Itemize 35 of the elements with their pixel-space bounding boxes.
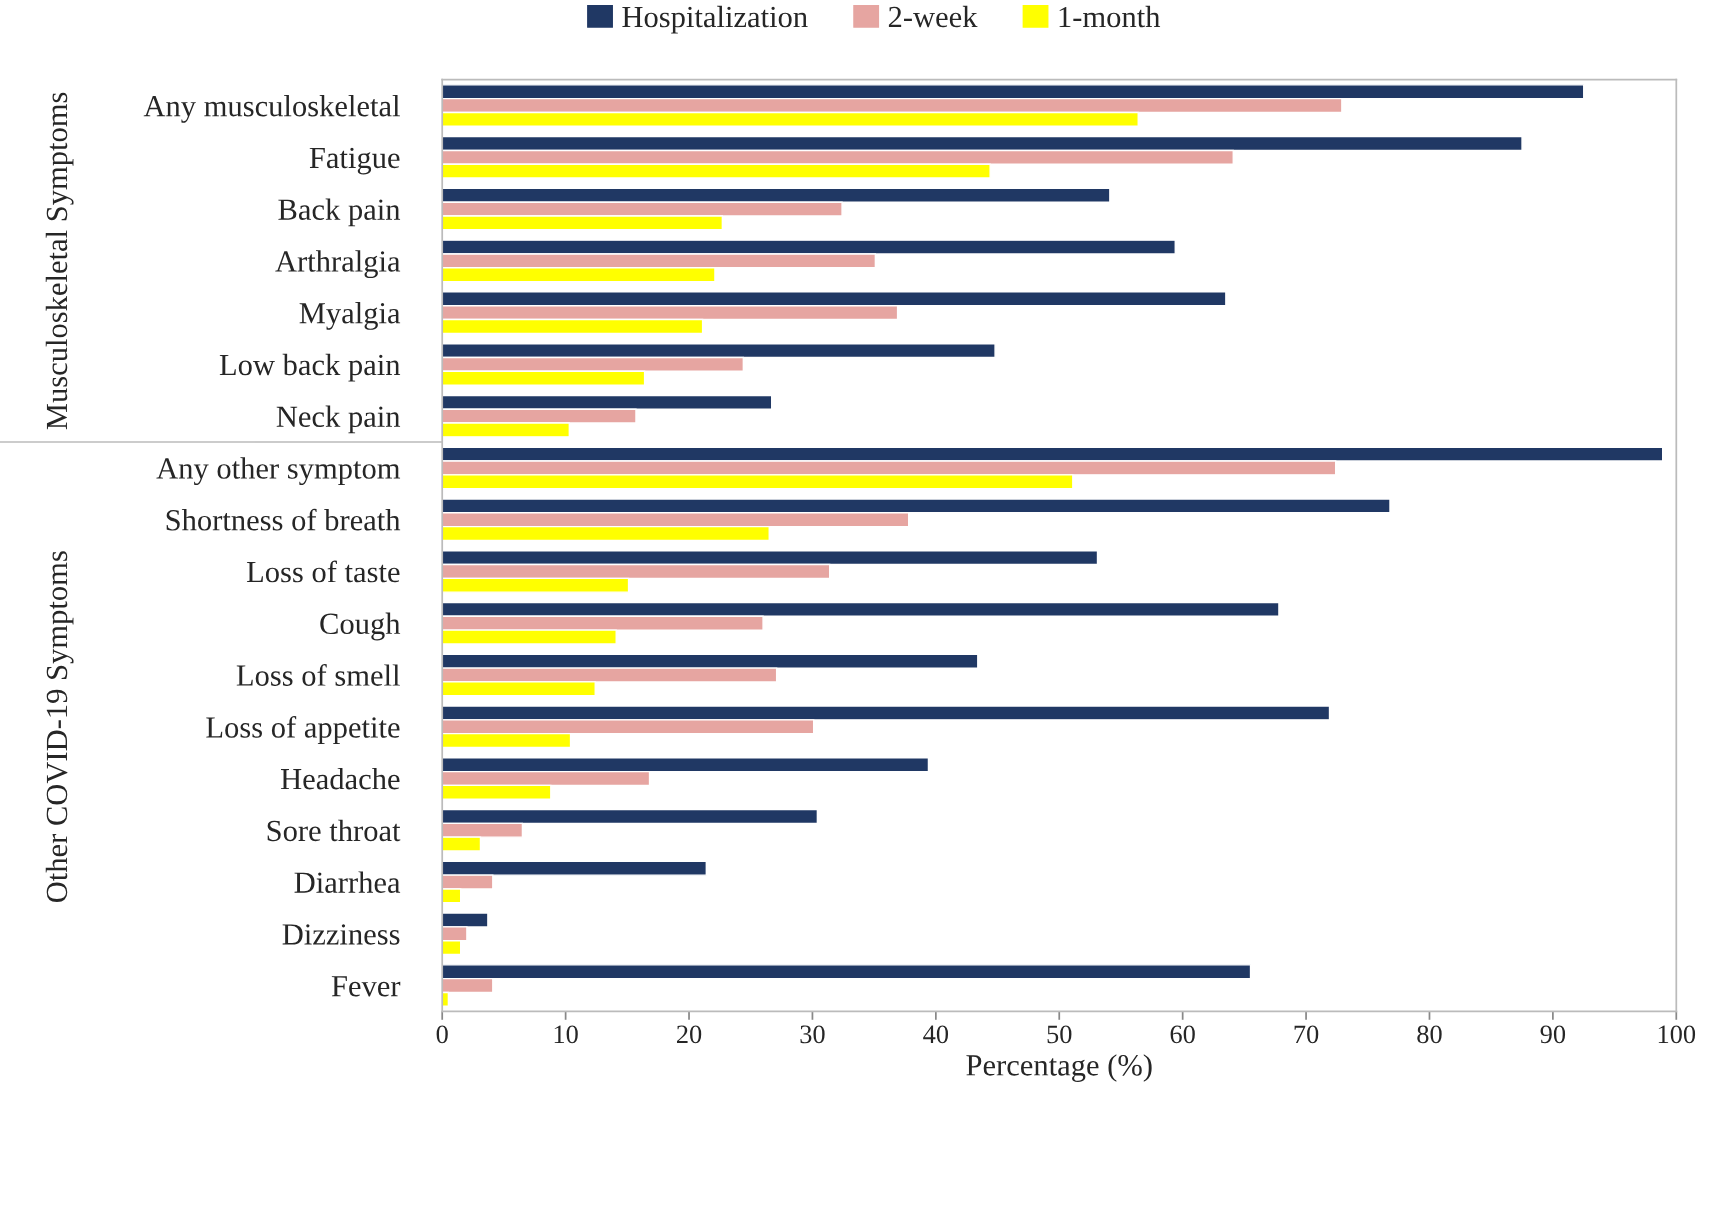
x-tick-label: 60	[1170, 1025, 1195, 1044]
x-tick-label: 80	[1417, 1025, 1442, 1044]
y-tick-label: Cough	[320, 612, 401, 641]
legend-label: 1-month	[1059, 5, 1161, 28]
y-tick-label: Any other symptom	[156, 457, 401, 486]
x-tick-label: 0	[436, 1025, 448, 1044]
y-tick-label: Myalgia	[299, 302, 401, 330]
y-tick-label: Dizziness	[282, 924, 400, 945]
legend-label: 2-week	[888, 5, 978, 28]
y-tick-label: Neck pain	[276, 405, 401, 434]
x-tick-label: 20	[676, 1025, 702, 1044]
y-tick-label: Loss of smell	[236, 664, 400, 686]
y-tick-label: Fatigue	[309, 147, 400, 175]
y-tick-label: Headache	[280, 767, 400, 790]
x-tick-label: 90	[1540, 1025, 1566, 1044]
y-tick-label: Back pain	[278, 198, 401, 227]
x-tick-label: 40	[923, 1025, 949, 1044]
x-tick-label: 50	[1047, 1025, 1072, 1044]
y-tick-label: Loss of taste	[246, 560, 400, 583]
text: Other COVID-19 Symptoms	[45, 551, 74, 903]
y-tick-label: Arthralgia	[275, 250, 401, 279]
y-tick-label: Loss of appetite	[206, 715, 400, 745]
y-tick-label: Low back pain	[219, 353, 401, 382]
y-tick-label: Shortness of breath	[166, 508, 401, 531]
legend-label: Hospitalization	[622, 5, 808, 34]
x-axis-title: Percentage (%)	[966, 1054, 1152, 1082]
text: Musculoskeletal Symptoms	[45, 92, 74, 430]
x-tick-label: 10	[554, 1025, 578, 1044]
x-tick-label: 100	[1658, 1025, 1696, 1044]
y-tick-label: Diarrhea	[294, 871, 401, 893]
y-tick-label: Sore throat	[267, 819, 401, 842]
x-tick-label: 70	[1294, 1025, 1319, 1044]
y-tick-label: Fever	[331, 976, 401, 997]
y-tick-label: Any musculoskeletal	[143, 94, 400, 123]
x-tick-label: 30	[800, 1025, 825, 1044]
